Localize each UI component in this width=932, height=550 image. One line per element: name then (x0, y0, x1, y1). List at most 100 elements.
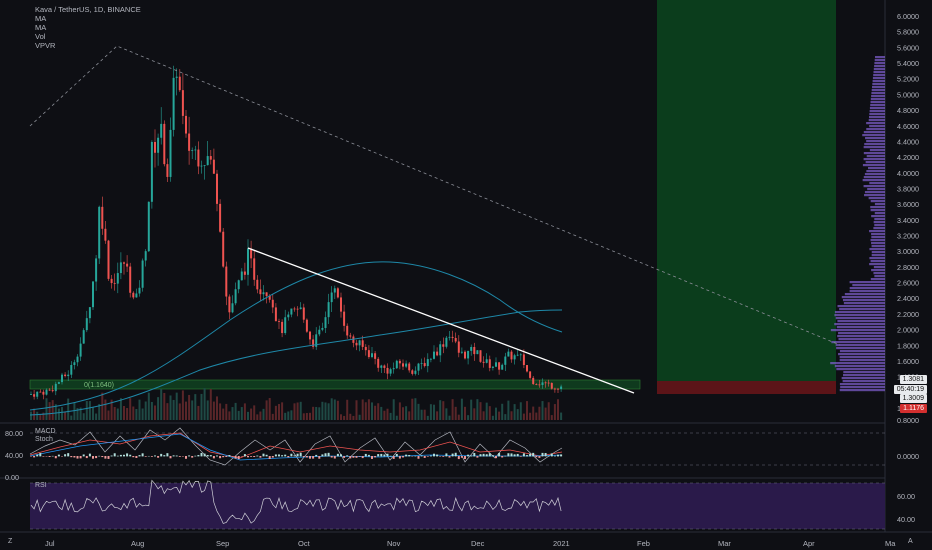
descending-trendline[interactable] (247, 247, 635, 394)
candlesticks[interactable] (30, 65, 563, 400)
vpvr-bar (873, 71, 885, 74)
vpvr-bar (865, 161, 885, 164)
volume-bar (488, 406, 491, 420)
volume-bar (547, 402, 550, 420)
macd-bar (144, 456, 147, 457)
candle-body (550, 382, 553, 389)
macd-bar (154, 455, 156, 457)
volume-bar (380, 406, 383, 420)
price-tick: 5.0000 (897, 90, 919, 99)
candle-body (538, 384, 541, 386)
candle-body (364, 346, 367, 351)
macd-label[interactable]: MACD (35, 428, 56, 435)
candle-body (516, 354, 519, 356)
vpvr-bar (838, 353, 885, 356)
stoch-label[interactable]: Stoch (35, 436, 53, 443)
volume-bar (346, 399, 349, 420)
legend-title[interactable]: Kava / TetherUS, 1D, BINANCE (35, 5, 141, 14)
candle-body (228, 296, 231, 313)
candle-body (88, 307, 91, 319)
macd-bar (324, 453, 327, 457)
macd-bar (33, 456, 36, 458)
stop-price-tag: 1.1176 (900, 404, 927, 413)
volume-bar (519, 402, 522, 420)
candle-body (324, 317, 327, 328)
macd-bar (560, 454, 563, 457)
volume-bar (429, 404, 432, 420)
candle-body (92, 281, 94, 308)
legend-ma-1[interactable]: MA (35, 14, 47, 23)
volume-bar (386, 408, 389, 420)
candle-body (513, 355, 516, 360)
support-band[interactable] (29, 379, 641, 390)
macd-bar (389, 455, 392, 457)
macd-bar (395, 453, 398, 457)
macd-bar (88, 453, 91, 457)
vpvr-bar (868, 119, 885, 122)
candle-body (278, 321, 280, 322)
candle-body (126, 263, 129, 267)
macd-bar (457, 456, 460, 460)
rsi-label[interactable]: RSI (35, 482, 47, 489)
vpvr-bar (837, 335, 885, 338)
volume-bar (414, 398, 417, 420)
candle-body (101, 206, 104, 229)
corner-right[interactable]: A (908, 538, 913, 545)
profit-zone[interactable] (657, 0, 836, 381)
volume-bar (262, 408, 265, 420)
corner-left[interactable]: Z (8, 538, 13, 545)
vpvr-bar (872, 83, 885, 86)
volume-bar (70, 415, 73, 420)
volume-bar (451, 399, 454, 420)
legend-ma-2[interactable]: MA (35, 23, 47, 32)
macd-bar (169, 456, 172, 459)
macd-bar (237, 456, 240, 460)
vpvr-bar (842, 380, 885, 383)
candle-body (104, 228, 107, 241)
osc-tick: 0.0000 (897, 452, 919, 461)
volume-bar (417, 403, 420, 420)
legend-vpvr[interactable]: VPVR (35, 41, 56, 50)
vpvr-bar (839, 350, 885, 353)
macd-bar (526, 455, 528, 457)
candle-body (30, 394, 32, 395)
vpvr-bar (870, 98, 885, 101)
vpvr-bar (862, 179, 885, 182)
candle-body (191, 150, 194, 151)
candle-body (98, 206, 101, 259)
price-axis[interactable]: 6.0000 5.8000 5.6000 5.4000 5.2000 5.0000 4.80… (897, 12, 919, 425)
macd-bar (194, 455, 197, 457)
macd-bar (423, 456, 426, 458)
candle-body (234, 289, 237, 304)
macd-bar (150, 456, 153, 457)
volume-bar (250, 408, 253, 420)
time-axis[interactable]: Jul Aug Sep Oct Nov Dec 2021 Feb Mar Apr Ma (45, 539, 896, 548)
volume-bar (166, 403, 169, 420)
candle-body (330, 292, 333, 303)
time-tick: Apr (803, 539, 815, 548)
macd-bar (107, 456, 110, 459)
macd-bar (212, 456, 215, 459)
candle-body (333, 288, 336, 293)
candle-body (340, 297, 342, 312)
candle-body (271, 299, 274, 308)
volume-bar (172, 399, 175, 420)
vpvr-bar (843, 371, 885, 374)
macd-bar (327, 452, 330, 457)
macd-bar (166, 453, 169, 457)
macd-bar (234, 456, 237, 459)
candle-body (411, 370, 414, 374)
volume-bar (398, 402, 401, 420)
loss-zone[interactable] (657, 381, 836, 394)
vpvr-bar (835, 317, 885, 320)
volume-bar (104, 399, 107, 420)
candle-body (206, 156, 209, 166)
macd-bar (473, 452, 476, 457)
legend-vol[interactable]: Vol (35, 32, 46, 41)
vpvr-bar (865, 137, 885, 140)
candle-body (216, 173, 218, 204)
price-tick: 2.8000 (897, 263, 919, 272)
volume-bar (467, 415, 470, 420)
volume-bar (185, 401, 187, 420)
